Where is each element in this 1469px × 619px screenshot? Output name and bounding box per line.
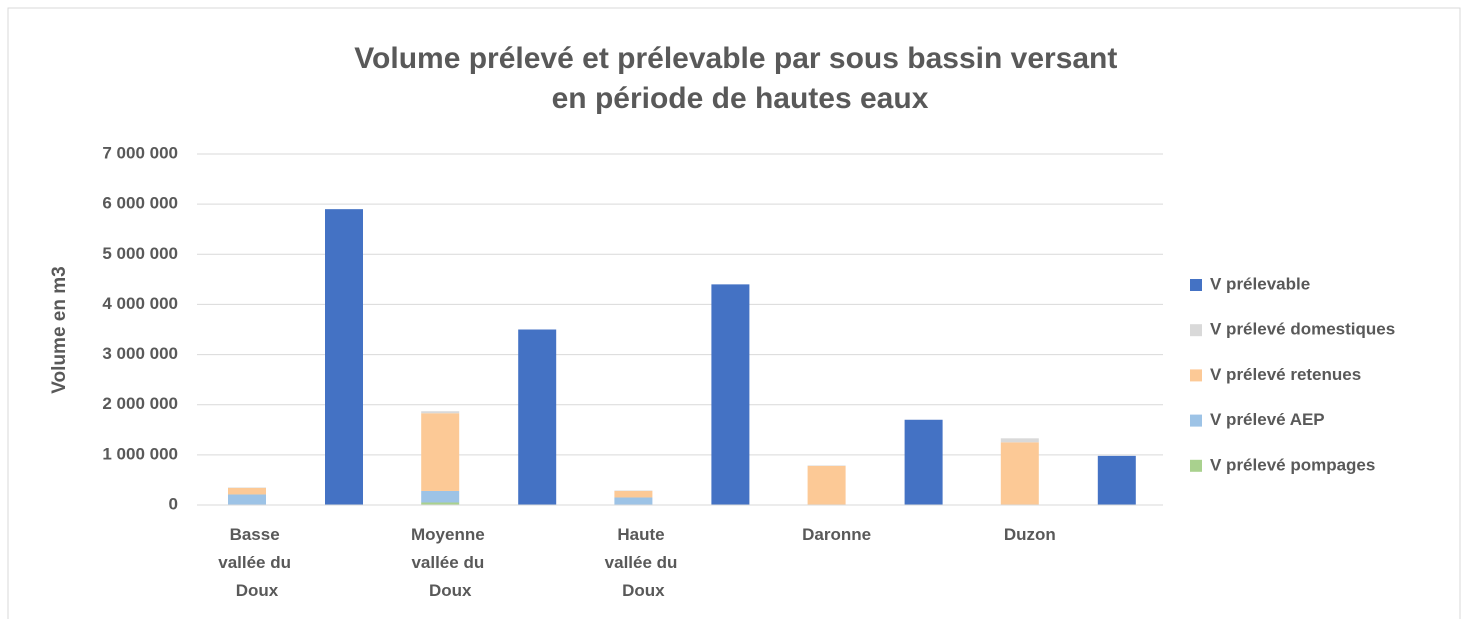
y-tick-label: 5 000 000 xyxy=(102,244,178,263)
x-tick-label: Haute vallée du Doux xyxy=(605,525,682,600)
y-tick-label: 3 000 000 xyxy=(102,344,178,363)
bar-segment xyxy=(421,411,460,414)
bar-segment xyxy=(421,490,460,503)
x-tick-label: Moyenne vallée du Doux xyxy=(411,525,489,600)
legend-label: V prélevé domestiques xyxy=(1210,320,1395,339)
y-axis-label: Volume en m3 xyxy=(49,266,70,393)
bar-segment xyxy=(904,419,943,505)
legend-label: V prélevé retenues xyxy=(1210,365,1361,384)
y-tick-label: 1 000 000 xyxy=(102,444,178,463)
bar-segment xyxy=(614,490,653,498)
bar-segment xyxy=(614,490,653,491)
bar-segment xyxy=(807,465,846,505)
y-tick-label: 6 000 000 xyxy=(102,194,178,213)
bar-segment xyxy=(807,465,846,466)
bar-segment xyxy=(228,487,266,488)
bar-segment xyxy=(1097,455,1136,505)
y-tick-label: 0 xyxy=(169,494,178,513)
y-tick-label: 7 000 000 xyxy=(102,143,178,162)
bar-segment xyxy=(228,487,266,495)
y-tick-label: 2 000 000 xyxy=(102,394,178,413)
bar-segment xyxy=(421,502,460,505)
bar-segment xyxy=(228,494,266,505)
x-tick-label: Basse vallée du Doux xyxy=(218,525,295,600)
chart-title: Volume prélevé et prélevable par sous ba… xyxy=(354,42,1125,115)
bar-segment xyxy=(711,284,750,505)
x-tick-label: Daronne xyxy=(802,525,871,544)
y-tick-label: 4 000 000 xyxy=(102,294,178,313)
bar-segment xyxy=(1000,442,1039,505)
legend-label: V prélevé pompages xyxy=(1210,455,1375,474)
legend-swatch xyxy=(1190,279,1202,291)
legend-swatch xyxy=(1190,369,1202,382)
bar-segment xyxy=(518,329,557,505)
bar-segment xyxy=(1000,438,1039,443)
bar-segment xyxy=(421,413,460,491)
x-tick-label: Duzon xyxy=(1004,525,1056,544)
legend-swatch xyxy=(1190,324,1202,337)
legend-swatch xyxy=(1190,459,1202,472)
legend-label: V prélevable xyxy=(1210,274,1310,293)
bar-segment xyxy=(325,209,363,505)
legend-label: V prélevé AEP xyxy=(1210,410,1325,429)
bar-segment xyxy=(614,497,653,505)
legend-swatch xyxy=(1190,414,1202,427)
